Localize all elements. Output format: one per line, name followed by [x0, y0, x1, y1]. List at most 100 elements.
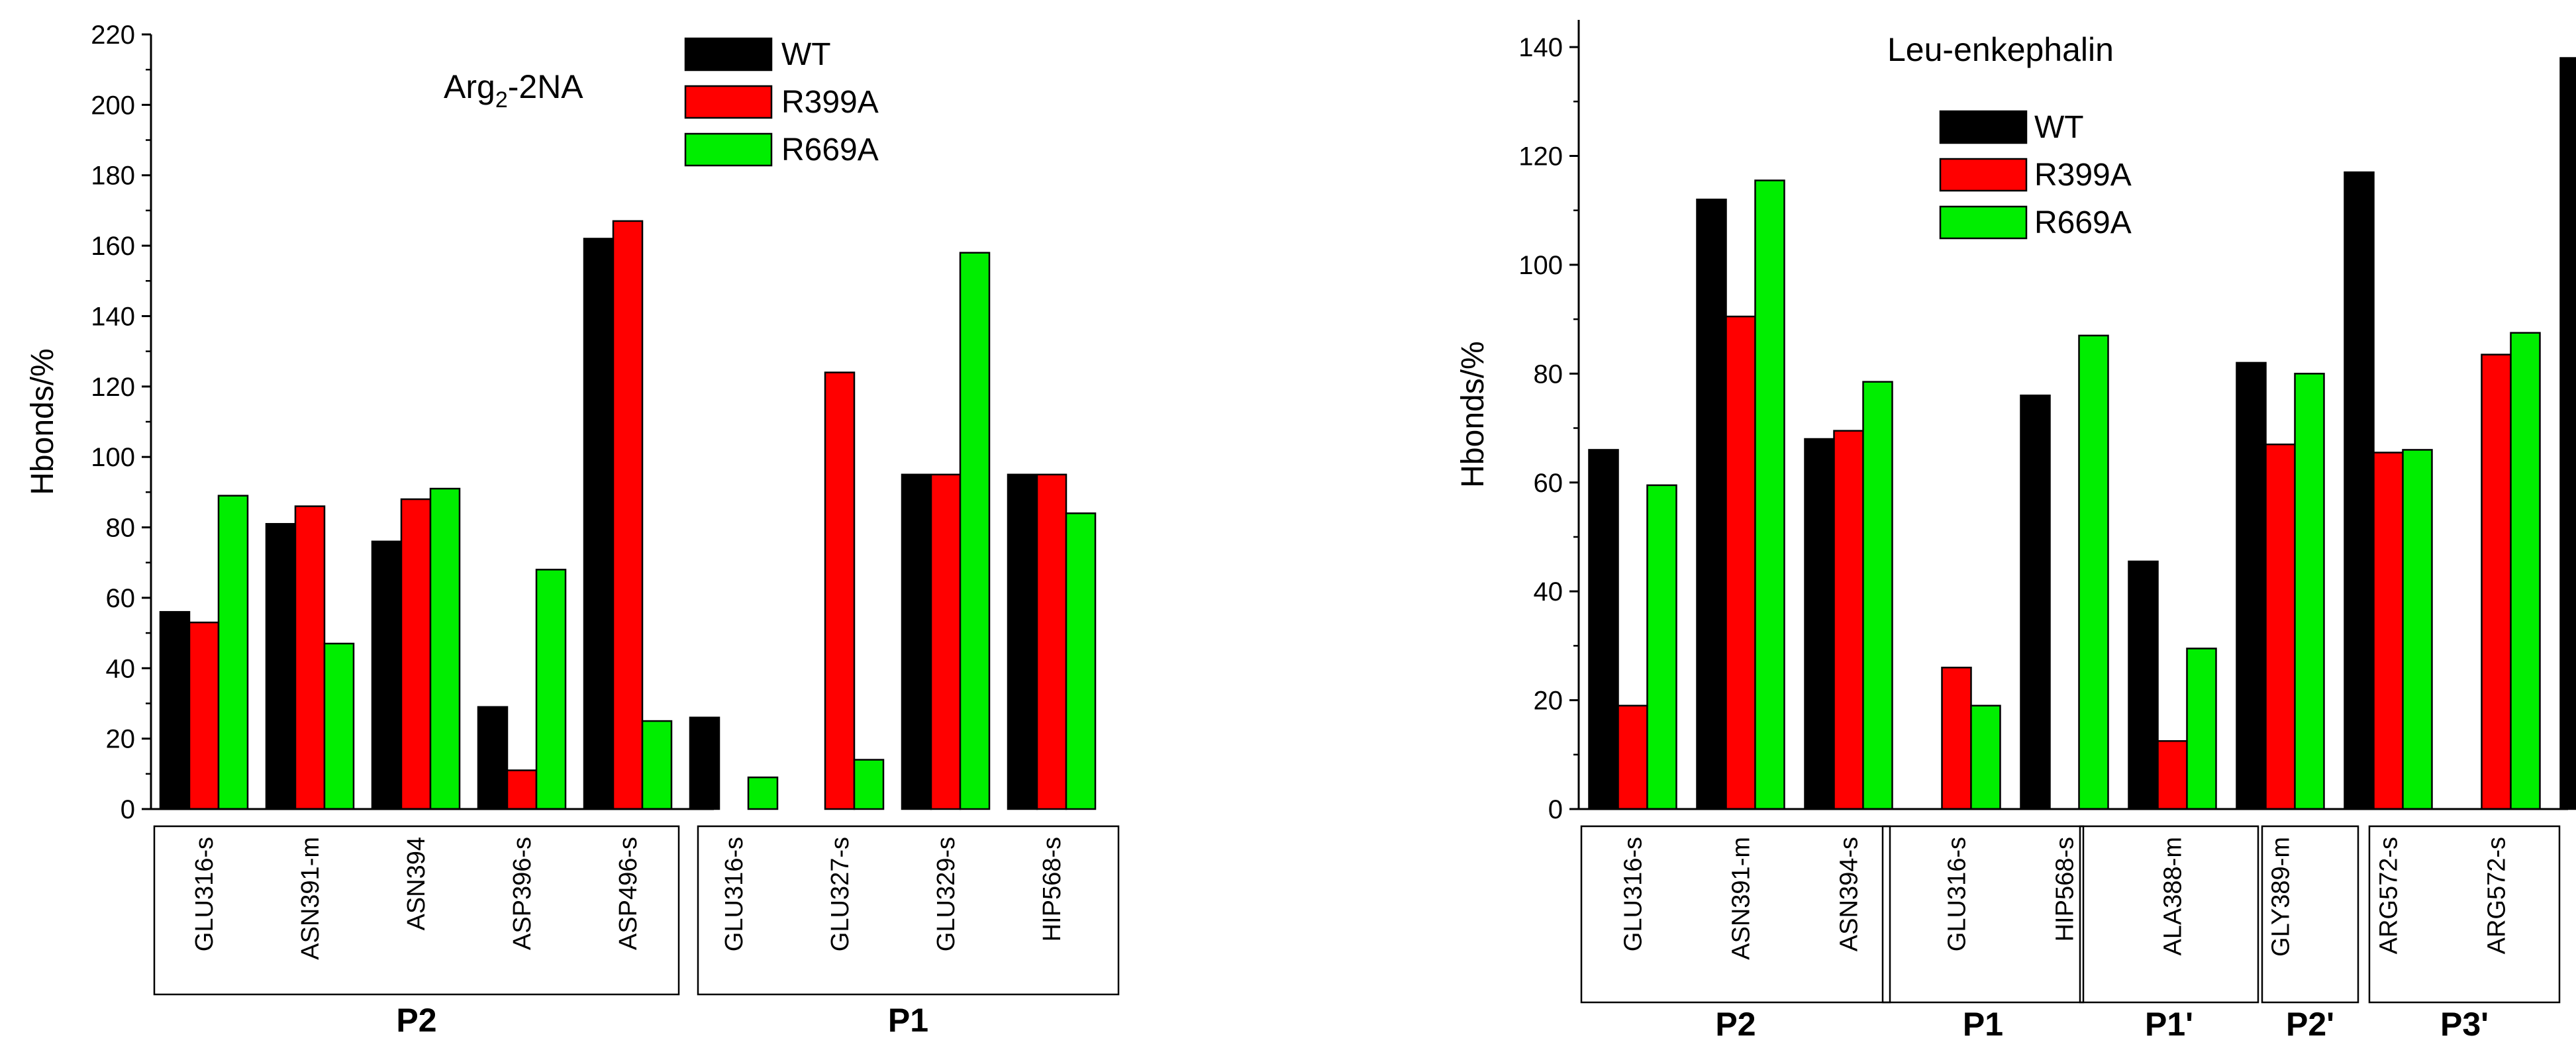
bar-r669a-gly389-m [2295, 373, 2324, 809]
bar-r669a-arg572-s [2511, 333, 2540, 809]
y-tick-label: 140 [1518, 33, 1563, 62]
bar-r669a-glu329-s [960, 253, 989, 809]
chart-title: Arg2-2NA [444, 68, 583, 113]
bar-r399a-asn391-m [295, 506, 324, 809]
bar-r399a-gly389-m [2266, 444, 2295, 809]
bar-r399a-asp396-s [507, 771, 536, 810]
bar-wt-asn391-m [266, 524, 295, 809]
category-label: GLU327-s [826, 837, 854, 951]
bar-r399a-arg572-s [2482, 355, 2511, 809]
y-axis-title: Hbonds/% [25, 348, 60, 495]
category-label: ASP496-s [615, 837, 642, 950]
y-tick-label: 60 [1534, 469, 1563, 498]
legend-swatch-wt [685, 38, 771, 70]
y-tick-label: 160 [91, 232, 135, 261]
category-label: ASN391-m [1728, 837, 1756, 960]
y-tick-label: 80 [1534, 360, 1563, 389]
y-tick-label: 180 [91, 162, 135, 191]
chart-title-main: Arg [444, 68, 495, 105]
bar-r669a-glu316-s [219, 496, 248, 809]
legend-swatch-r669a [1940, 207, 2026, 238]
bar-wt-asp496-s [584, 238, 613, 809]
group-label-p2: P2 [396, 1002, 436, 1039]
group-label-p2prime: P2' [2286, 1006, 2334, 1043]
category-label: GLU316-s [1944, 837, 1971, 951]
bar-wt-hip568-s [1008, 475, 1037, 809]
bar-wt-hip568-s [2021, 395, 2050, 809]
bar-wt-glu329-s [902, 475, 931, 809]
bar-r399a-asn394-s [1834, 431, 1863, 809]
bar-r669a-asn394-s [1863, 382, 1893, 809]
bar-r669a-hip568-s [1066, 513, 1095, 809]
bar-r399a-glu316-s [189, 622, 219, 809]
chart-title: Leu-enkephalin [1887, 31, 2114, 68]
group-label-p3prime: P3' [2440, 1006, 2489, 1043]
bar-r669a-asp496-s [642, 721, 671, 809]
category-label: GLU316-s [191, 837, 219, 951]
bar-r669a-asn394 [430, 489, 460, 809]
y-tick-label: 20 [1534, 687, 1563, 716]
bar-r669a-asn391-m [1756, 181, 1785, 809]
y-tick-label: 40 [1534, 577, 1563, 606]
y-tick-label: 0 [121, 795, 135, 824]
category-label: ARG572-s [2375, 837, 2403, 954]
legend-swatch-r399a [1940, 159, 2026, 191]
category-label: HIP568-s [1038, 837, 1066, 941]
category-label: HIP568-s [2052, 837, 2079, 941]
bar-r399a-hip568-s [1037, 475, 1066, 809]
bar-r669a-arg572-s [2403, 450, 2432, 809]
bar-r399a-glu329-s [931, 475, 960, 809]
y-tick-label: 120 [91, 373, 135, 402]
category-label: ALA388-m [2159, 837, 2187, 956]
category-label: GLU316-s [720, 837, 748, 951]
bar-r669a-hip568-s [2079, 336, 2108, 809]
group-label-p1: P1 [1963, 1006, 2003, 1043]
bar-r669a-glu316-s [1971, 706, 2001, 809]
bar-r399a-arg572-s [2374, 453, 2403, 809]
bar-r399a-glu316-s [1942, 667, 1971, 809]
y-tick-label: 120 [1518, 142, 1563, 171]
legend-label-wt: WT [781, 37, 831, 72]
bar-r669a-glu316-s [1648, 485, 1677, 809]
bar-r399a-asp496-s [613, 221, 642, 809]
y-tick-label: 60 [106, 584, 136, 613]
bar-r399a-glu327-s [825, 373, 854, 809]
bar-r399a-glu316-s [1618, 706, 1648, 809]
category-label: ASP396-s [509, 837, 536, 950]
bar-wt-arg669-s [2561, 58, 2576, 809]
legend-swatch-r669a [685, 134, 771, 166]
bar-r669a-glu316-s [748, 777, 777, 809]
group-label-p1prime: P1' [2145, 1006, 2193, 1043]
bar-r669a-ala388-m [2187, 648, 2216, 809]
bar-wt-ala388-m [2129, 561, 2158, 809]
y-tick-label: 220 [91, 21, 135, 50]
category-label: ASN394 [403, 837, 430, 931]
bar-r669a-glu327-s [854, 760, 883, 809]
bar-wt-asp396-s [478, 707, 507, 809]
category-label: GLY389-m [2267, 837, 2295, 957]
legend-swatch-r399a [685, 86, 771, 118]
y-tick-label: 40 [106, 654, 136, 683]
chart-panel-2: GLU316-s ASN391-m ASN394-s GLU316-s HIP568-s… [1456, 20, 2576, 1043]
legend-label-r399a: R399A [781, 85, 879, 120]
bar-r399a-asn391-m [1726, 316, 1756, 809]
bar-wt-asn391-m [1697, 199, 1726, 809]
group-label-p1: P1 [888, 1002, 928, 1039]
bar-wt-asn394 [372, 542, 401, 809]
legend-label-r399a: R399A [2034, 158, 2132, 193]
bar-wt-glu316-s [1589, 450, 1618, 809]
category-label: ASN394-s [1836, 837, 1863, 951]
y-tick-label: 100 [1518, 251, 1563, 280]
category-label: GLU316-s [1620, 837, 1648, 951]
y-axis-title: Hbonds/% [1456, 341, 1491, 487]
y-tick-label: 140 [91, 302, 135, 331]
legend-label-wt: WT [2034, 110, 2084, 145]
y-tick-label: 0 [1548, 795, 1563, 824]
bar-r399a-asn394 [401, 499, 430, 809]
group-label-p2: P2 [1715, 1006, 1756, 1043]
bar-wt-asn394-s [1805, 439, 1834, 809]
category-label: ARG572-s [2483, 837, 2511, 954]
category-label: GLU329-s [932, 837, 960, 951]
